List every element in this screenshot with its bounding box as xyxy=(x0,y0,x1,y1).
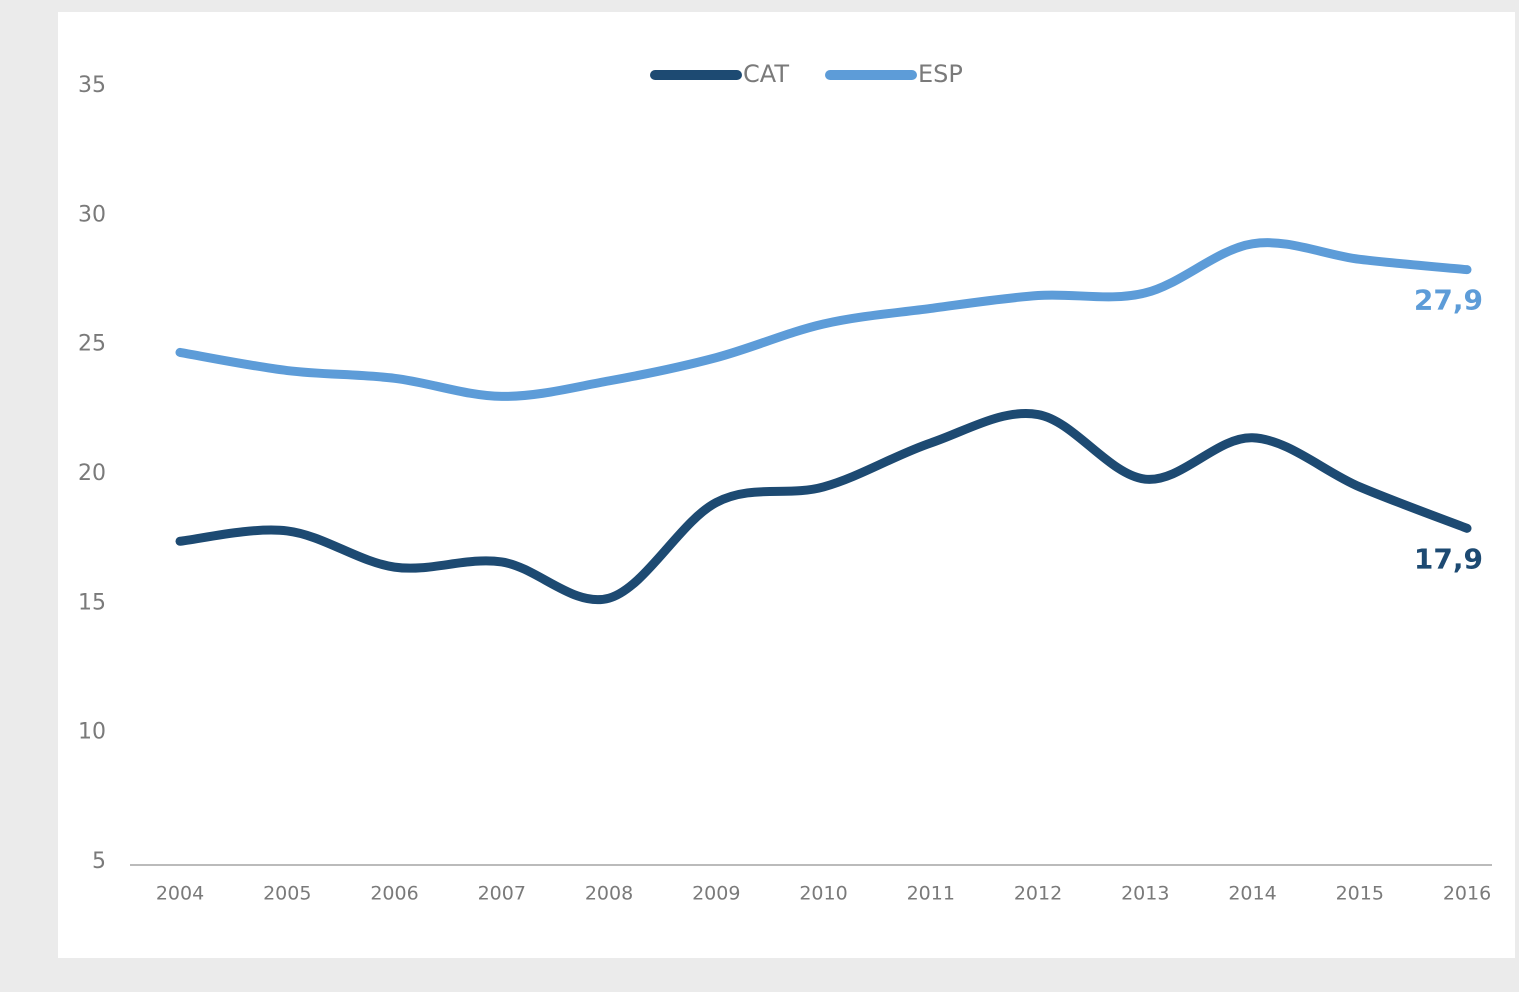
y-tick-label: 25 xyxy=(78,332,106,357)
x-tick-label: 2013 xyxy=(1121,883,1169,905)
y-tick-label: 10 xyxy=(78,720,106,745)
x-tick-label: 2007 xyxy=(478,883,526,905)
y-tick-label: 15 xyxy=(78,590,106,615)
x-tick-label: 2010 xyxy=(799,883,847,905)
x-tick-label: 2011 xyxy=(907,883,955,905)
series-line xyxy=(175,238,1472,401)
x-tick-label: 2006 xyxy=(370,883,418,905)
value-label: 17,9 xyxy=(1414,542,1483,575)
x-tick-label: 2005 xyxy=(263,883,311,905)
x-tick-label: 2014 xyxy=(1228,883,1276,905)
x-tick-label: 2004 xyxy=(156,883,204,905)
x-tick-label: 2015 xyxy=(1336,883,1384,905)
y-tick-label: 20 xyxy=(78,461,106,486)
legend-label: CAT xyxy=(743,60,789,88)
value-label: 27,9 xyxy=(1414,284,1483,317)
y-tick-label: 30 xyxy=(78,202,106,227)
series-line xyxy=(175,409,1472,605)
y-tick-label: 5 xyxy=(92,849,106,874)
x-tick-label: 2008 xyxy=(585,883,633,905)
y-tick-label: 35 xyxy=(78,73,106,98)
x-tick-label: 2009 xyxy=(692,883,740,905)
plot-panel xyxy=(58,12,1515,958)
x-tick-label: 2016 xyxy=(1443,883,1491,905)
x-tick-label: 2012 xyxy=(1014,883,1062,905)
legend-label: ESP xyxy=(918,60,963,88)
